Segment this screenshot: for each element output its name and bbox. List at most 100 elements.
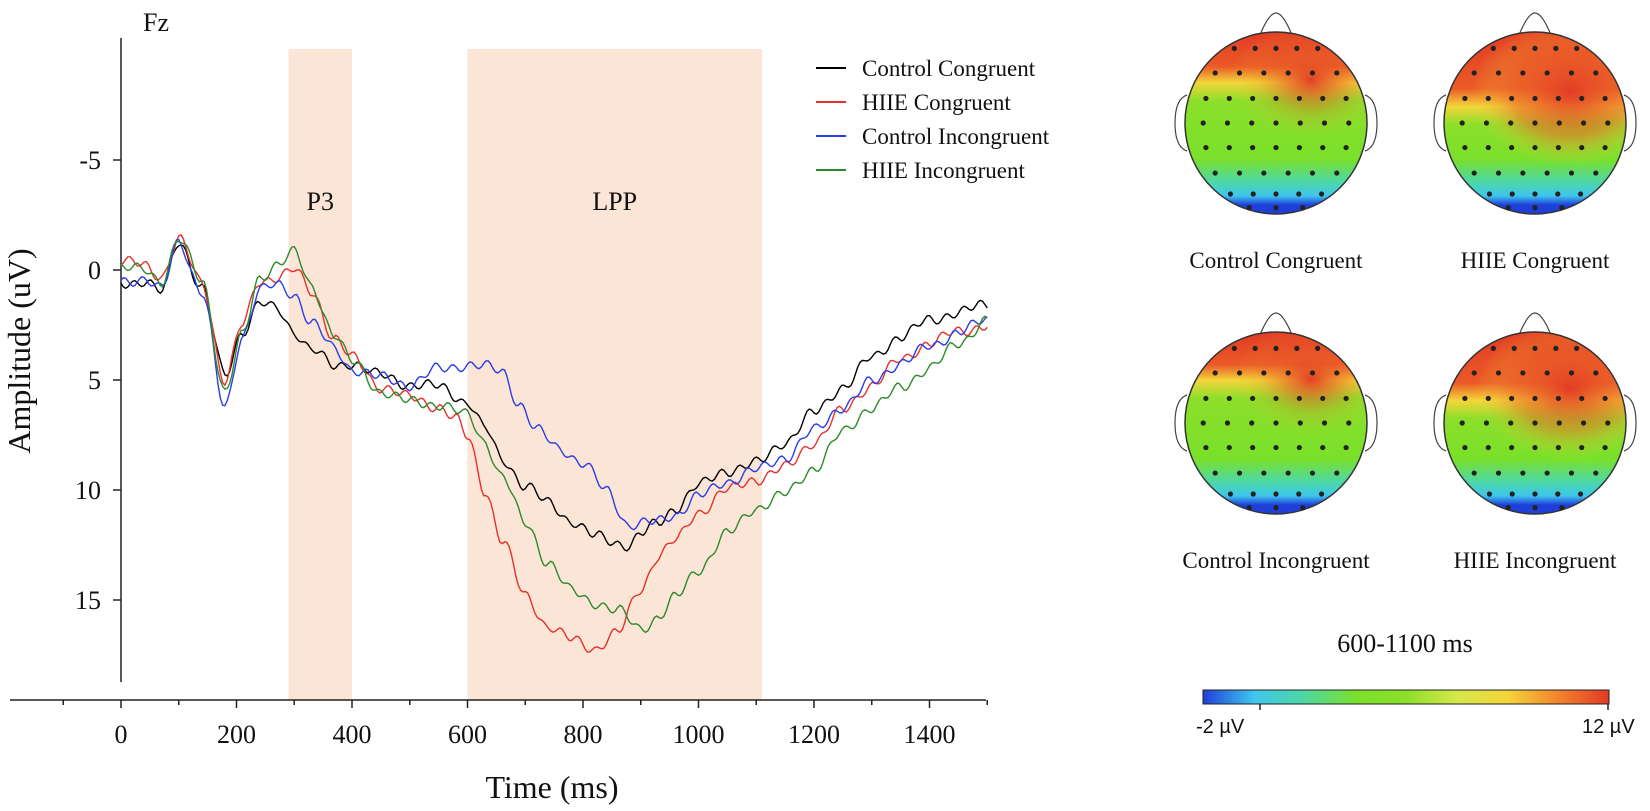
window-label: 600-1100 ms [1337, 629, 1473, 658]
electrode-dot [1273, 145, 1278, 150]
x-tick-label: 600 [448, 720, 487, 749]
electrode-dot [1315, 346, 1320, 351]
electrode-dot [1315, 46, 1320, 51]
electrode-dot [1491, 46, 1496, 51]
electrode-dot [1334, 170, 1339, 175]
electrode-dot [1512, 346, 1517, 351]
electrode-dot [1334, 370, 1339, 375]
electrode-dot [1559, 505, 1564, 510]
electrode-dot [1250, 145, 1255, 150]
electrode-dot [1310, 170, 1315, 175]
electrode-dot [1532, 505, 1537, 510]
y-tick-label: -5 [79, 146, 101, 175]
electrode-dot [1555, 191, 1560, 196]
electrode-dot [1213, 70, 1218, 75]
electrode-dot [1556, 96, 1561, 101]
electrode-dot [1297, 396, 1302, 401]
electrode-dot [1532, 205, 1537, 210]
electrode-dot [1508, 420, 1513, 425]
electrode-dot [1532, 46, 1537, 51]
electrode-dot [1545, 70, 1550, 75]
electrode-dot [1484, 120, 1489, 125]
electrode-dot [1486, 145, 1491, 150]
electrode-dot [1506, 505, 1511, 510]
electrode-dot [1462, 396, 1467, 401]
electrode-dot [1237, 170, 1242, 175]
electrode-dot [1273, 505, 1278, 510]
electrode-dot [1578, 191, 1583, 196]
electrode-dot [1273, 346, 1278, 351]
electrode-dot [1251, 191, 1256, 196]
electrode-dot [1593, 70, 1598, 75]
y-axis-label: Amplitude (uV) [1, 248, 37, 453]
electrode-dot [1462, 145, 1467, 150]
electrode-dot [1574, 346, 1579, 351]
electrode-dot [1334, 70, 1339, 75]
electrode-dot [1557, 120, 1562, 125]
electrode-dot [1343, 96, 1348, 101]
electrode-dot [1605, 420, 1610, 425]
legend-label: Control Incongruent [862, 124, 1050, 149]
topomap-label: Control Incongruent [1182, 548, 1370, 573]
electrode-dot [1486, 96, 1491, 101]
electrode-dot [1472, 70, 1477, 75]
electrode-dot [1462, 96, 1467, 101]
y-tick-label: 10 [75, 476, 101, 505]
colorbar-gradient [1203, 690, 1609, 704]
window-p3 [288, 49, 352, 700]
electrode-dot [1298, 420, 1303, 425]
electrode-dot [1319, 191, 1324, 196]
electrode-dot [1261, 370, 1266, 375]
electrode-dot [1227, 445, 1232, 450]
electrode-dot [1249, 120, 1254, 125]
electrode-dot [1250, 396, 1255, 401]
topomap-control-incongruent: Control Incongruent [1175, 313, 1390, 573]
electrode-dot [1247, 505, 1252, 510]
x-tick-label: 800 [564, 720, 603, 749]
electrode-dot [1343, 445, 1348, 450]
electrode-dot [1273, 491, 1278, 496]
electrode-dot [1286, 470, 1291, 475]
electrode-dot [1213, 170, 1218, 175]
electrode-dot [1593, 470, 1598, 475]
electrode-dot [1227, 96, 1232, 101]
x-tick-label: 1400 [904, 720, 956, 749]
x-tick-label: 200 [217, 720, 256, 749]
topomap-label: HIIE Incongruent [1454, 548, 1617, 573]
y-tick-label: 0 [88, 256, 101, 285]
electrode-dot [1581, 120, 1586, 125]
electrode-dot [1496, 170, 1501, 175]
electrode-dot [1298, 120, 1303, 125]
electrode-dot [1250, 445, 1255, 450]
electrode-dot [1510, 491, 1515, 496]
electrode-dot [1579, 145, 1584, 150]
electrode-dot [1520, 170, 1525, 175]
electrode-dot [1273, 120, 1278, 125]
electrode-dot [1520, 470, 1525, 475]
electrode-dot [1532, 445, 1537, 450]
electrode-dot [1532, 145, 1537, 150]
electrode-dot [1320, 445, 1325, 450]
electrode-dot [1343, 396, 1348, 401]
electrode-dot [1310, 470, 1315, 475]
electrode-dot [1532, 396, 1537, 401]
electrode-dot [1225, 120, 1230, 125]
electrode-dot [1557, 420, 1562, 425]
electrode-dot [1343, 145, 1348, 150]
electrode-dot [1286, 170, 1291, 175]
colorbar-max-label: 12 µV [1582, 716, 1635, 738]
colorbar: 600-1100 ms -2 µV 12 µV [1196, 629, 1635, 738]
x-tick-label: 1200 [788, 720, 840, 749]
electrode-dot [1261, 70, 1266, 75]
electrode-dot [1496, 70, 1501, 75]
topomap-control-congruent: Control Congruent [1175, 13, 1392, 273]
electrode-dot [1520, 370, 1525, 375]
electrode-dot [1296, 491, 1301, 496]
electrode-dot [1273, 191, 1278, 196]
channel-label: Fz [143, 8, 169, 37]
electrode-dot [1273, 96, 1278, 101]
